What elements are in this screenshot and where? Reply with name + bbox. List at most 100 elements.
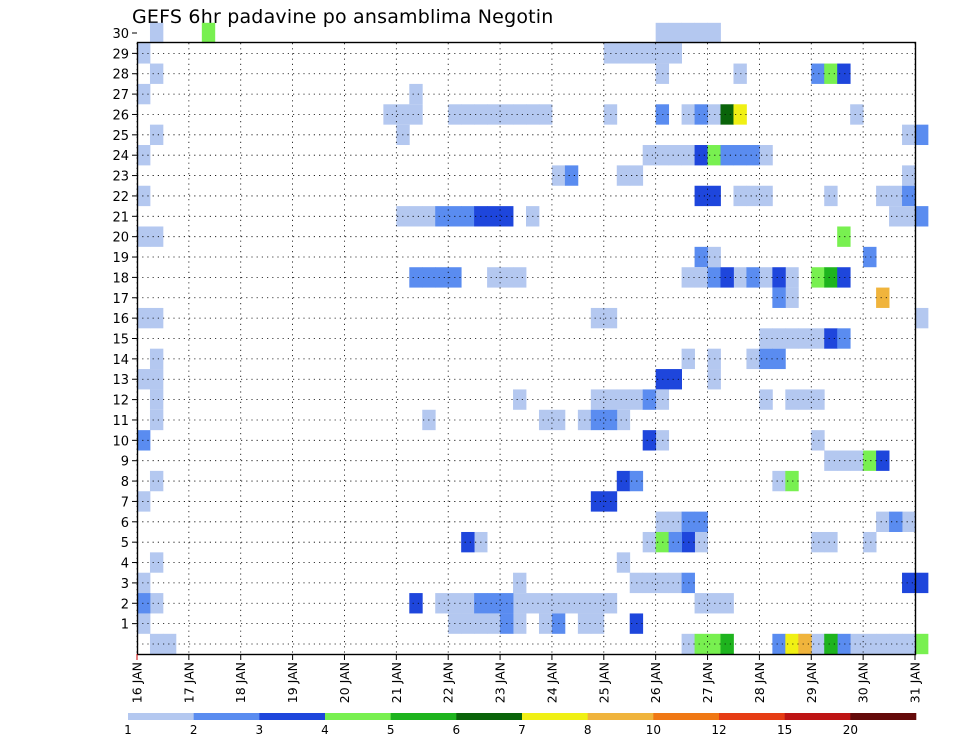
heatmap-cell bbox=[837, 63, 851, 84]
y-tick-label: 4 bbox=[121, 557, 129, 572]
x-tick-label: 21 JAN bbox=[389, 662, 404, 703]
heatmap-cell bbox=[461, 613, 475, 634]
heatmap-cell bbox=[759, 145, 773, 166]
legend-swatch bbox=[587, 713, 654, 720]
x-tick-label: 29 JAN bbox=[804, 662, 819, 703]
heatmap-cell bbox=[785, 287, 799, 308]
x-tick-label: 26 JAN bbox=[648, 662, 663, 703]
heatmap-cell bbox=[668, 572, 682, 594]
heatmap-cell bbox=[149, 22, 164, 44]
x-tick-label: 18 JAN bbox=[233, 662, 248, 703]
heatmap-cell bbox=[915, 124, 929, 146]
y-tick-label: 8 bbox=[121, 475, 129, 490]
heatmap-cell bbox=[642, 145, 657, 166]
heatmap-cell bbox=[590, 593, 605, 614]
heatmap-cell bbox=[162, 633, 177, 655]
legend-swatch bbox=[193, 713, 260, 720]
heatmap-cell bbox=[681, 22, 695, 44]
legend-swatch bbox=[850, 713, 917, 720]
heatmap-cell bbox=[915, 572, 929, 594]
heatmap-cell bbox=[720, 104, 734, 125]
heatmap-cell bbox=[902, 572, 916, 594]
y-tick-label: 15 bbox=[112, 333, 129, 348]
heatmap-cell bbox=[733, 145, 747, 166]
heatmap-cell bbox=[772, 633, 786, 655]
heatmap-cell bbox=[746, 145, 760, 166]
heatmap-cell bbox=[538, 613, 553, 634]
heatmap-cell bbox=[889, 185, 903, 207]
heatmap-cell bbox=[149, 552, 164, 573]
heatmap-cell bbox=[435, 593, 449, 614]
legend-label: 20 bbox=[843, 723, 858, 737]
heatmap-cell bbox=[811, 63, 825, 84]
heatmap-cell bbox=[902, 633, 916, 655]
heatmap-cell bbox=[642, 389, 657, 410]
heatmap-cell bbox=[811, 633, 825, 655]
heatmap-cell bbox=[824, 328, 838, 349]
color-legend: 1 2 3 4 5 6 7 8 10 12 15 20 bbox=[124, 713, 917, 737]
heatmap-cell bbox=[759, 348, 773, 370]
heatmap-cell bbox=[772, 470, 786, 492]
heatmap-cells bbox=[137, 22, 929, 655]
heatmap-cell bbox=[876, 450, 890, 471]
heatmap-cell bbox=[461, 531, 475, 553]
heatmap-cell bbox=[564, 593, 579, 614]
y-tick-label: 13 bbox=[112, 373, 129, 388]
heatmap-cell bbox=[149, 307, 164, 329]
y-tick-label: 3 bbox=[121, 577, 129, 592]
heatmap-cell bbox=[409, 104, 423, 125]
heatmap-cell bbox=[837, 633, 851, 655]
heatmap-cell bbox=[590, 491, 605, 512]
heatmap-cell bbox=[461, 206, 475, 227]
heatmap-cell bbox=[642, 531, 657, 553]
heatmap-cell bbox=[824, 531, 838, 553]
plot-frame bbox=[136, 41, 917, 656]
heatmap-cell bbox=[876, 511, 890, 532]
heatmap-cell bbox=[538, 104, 553, 125]
heatmap-cell bbox=[616, 43, 631, 64]
heatmap-cell bbox=[694, 185, 708, 207]
heatmap-cell bbox=[837, 328, 851, 349]
y-tick-label: 7 bbox=[121, 495, 129, 510]
heatmap-cell bbox=[642, 572, 657, 594]
x-tick-label: 30 JAN bbox=[856, 662, 871, 703]
heatmap-cell bbox=[837, 267, 851, 288]
heatmap-cell bbox=[435, 206, 449, 227]
heatmap-cell bbox=[798, 633, 812, 655]
heatmap-cell bbox=[513, 613, 527, 634]
y-tick-label: 29 bbox=[112, 47, 129, 62]
heatmap-cell bbox=[798, 328, 812, 349]
heatmap-cell bbox=[720, 145, 734, 166]
heatmap-cell bbox=[837, 226, 851, 247]
heatmap-cell bbox=[487, 613, 501, 634]
heatmap-cell bbox=[538, 593, 553, 614]
heatmap-cell bbox=[746, 348, 760, 370]
heatmap-cell bbox=[733, 63, 747, 84]
x-tick-label: 24 JAN bbox=[544, 662, 559, 703]
heatmap-cell bbox=[409, 267, 423, 288]
heatmap-cell bbox=[694, 145, 708, 166]
heatmap-cell bbox=[902, 206, 916, 227]
legend-swatch bbox=[128, 713, 194, 720]
heatmap-cell bbox=[811, 389, 825, 410]
heatmap-cell bbox=[876, 633, 890, 655]
heatmap-cell bbox=[863, 450, 877, 471]
heatmap-cell bbox=[863, 531, 877, 553]
y-tick-label: 23 bbox=[112, 170, 129, 185]
heatmap-cell bbox=[137, 43, 151, 64]
heatmap-cell bbox=[772, 328, 786, 349]
heatmap-cell bbox=[746, 267, 760, 288]
heatmap-cell bbox=[616, 165, 631, 186]
heatmap-cell bbox=[707, 22, 721, 44]
heatmap-cell bbox=[720, 593, 734, 614]
legend-label: 10 bbox=[646, 723, 661, 737]
heatmap-cell bbox=[889, 633, 903, 655]
heatmap-cell bbox=[149, 63, 164, 84]
y-tick-label: 10 bbox=[112, 434, 129, 449]
legend-swatch bbox=[719, 713, 785, 720]
heatmap-cell bbox=[513, 389, 527, 410]
heatmap-cell bbox=[902, 511, 916, 532]
heatmap-cell bbox=[668, 22, 682, 44]
legend-swatch bbox=[456, 713, 523, 720]
legend-label: 1 bbox=[124, 723, 132, 737]
